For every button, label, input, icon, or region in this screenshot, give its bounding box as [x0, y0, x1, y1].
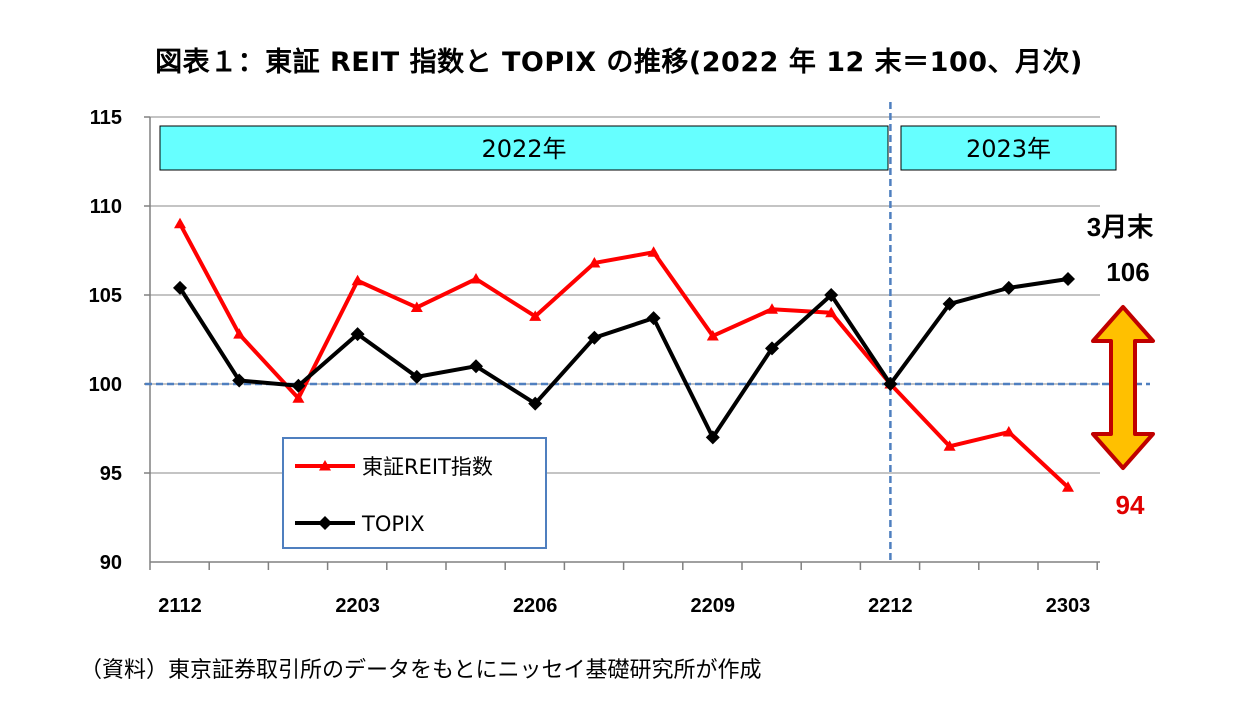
topix-point: [469, 359, 483, 374]
topix-point: [350, 327, 365, 342]
reit-line: [178, 222, 1070, 489]
topix-point: [409, 369, 424, 384]
x-tick-label: 2112: [158, 595, 201, 617]
period-end-label: 3月末: [1087, 212, 1154, 242]
gap-double-arrow: [1091, 305, 1155, 470]
reit-point: [319, 460, 331, 471]
legend-label: TOPIX: [361, 512, 425, 536]
topix-point: [942, 296, 957, 311]
topix-point: [173, 280, 187, 295]
source-note: （資料）東京証券取引所のデータをもとにニッセイ基礎研究所が作成: [80, 658, 762, 683]
topix-point: [824, 288, 839, 302]
y-tick-label: 95: [100, 463, 122, 485]
chart-title: 図表１：東証 REIT 指数と TOPIX の推移(2022 年 12 末＝10…: [155, 47, 1083, 78]
reit-point: [766, 303, 778, 314]
reit-point: [233, 328, 246, 339]
series: [173, 217, 1075, 492]
annotations: 3月末 106 94: [1087, 212, 1155, 520]
reit-point: [529, 310, 542, 321]
topix-point: [587, 330, 602, 345]
axes: [144, 116, 1100, 570]
topix-point: [291, 378, 306, 393]
reit-end-value: 94: [1116, 490, 1145, 520]
x-tick-label: 2206: [513, 595, 558, 617]
reit-point: [470, 272, 482, 284]
topix-line: [178, 277, 1069, 440]
topix-point: [646, 311, 661, 326]
topix-point: [318, 516, 332, 530]
y-tick-label: 90: [100, 552, 122, 574]
reit-point: [647, 246, 660, 257]
topix-end-value: 106: [1106, 257, 1149, 287]
reit-point: [174, 217, 186, 229]
y-tick-label: 115: [90, 107, 122, 129]
y-tick-label: 105: [89, 285, 122, 307]
reit-point: [351, 274, 364, 286]
legend-label: 東証REIT指数: [362, 455, 493, 479]
reference-lines: [145, 102, 1150, 562]
x-tick-label: 2209: [691, 595, 736, 617]
reit-point: [825, 306, 838, 318]
reit-point: [943, 440, 956, 451]
topix-point: [705, 430, 720, 445]
legend: 東証REIT指数 TOPIX: [282, 437, 547, 549]
legend-box: [282, 437, 547, 549]
reit-point: [706, 329, 719, 341]
topix-point: [1061, 271, 1075, 286]
topix-point: [232, 373, 247, 388]
x-tick-label: 2203: [335, 595, 380, 617]
period-bands: 2022年 2023年: [159, 125, 1117, 171]
period-band: [900, 125, 1117, 171]
topix-point: [883, 377, 898, 391]
reit-point: [1002, 426, 1015, 437]
reit-point: [1062, 481, 1074, 492]
x-tick-label: 2212: [868, 595, 913, 617]
period-band-label: 2023年: [966, 135, 1051, 163]
reit-point: [292, 392, 305, 403]
topix-point: [528, 396, 543, 411]
period-band-label: 2022年: [481, 135, 566, 163]
topix-point: [1001, 280, 1016, 295]
reit-point: [588, 256, 601, 268]
reit-point: [410, 301, 423, 312]
topix-point: [765, 341, 779, 356]
tick-labels: 90 95 100 105 110 115 2112 2203 2206 2209 2212 2303: [89, 107, 1091, 617]
y-tick-label: 110: [90, 196, 122, 218]
x-tick-label: 2303: [1046, 595, 1091, 617]
y-tick-label: 100: [89, 374, 122, 396]
period-band: [159, 125, 889, 171]
